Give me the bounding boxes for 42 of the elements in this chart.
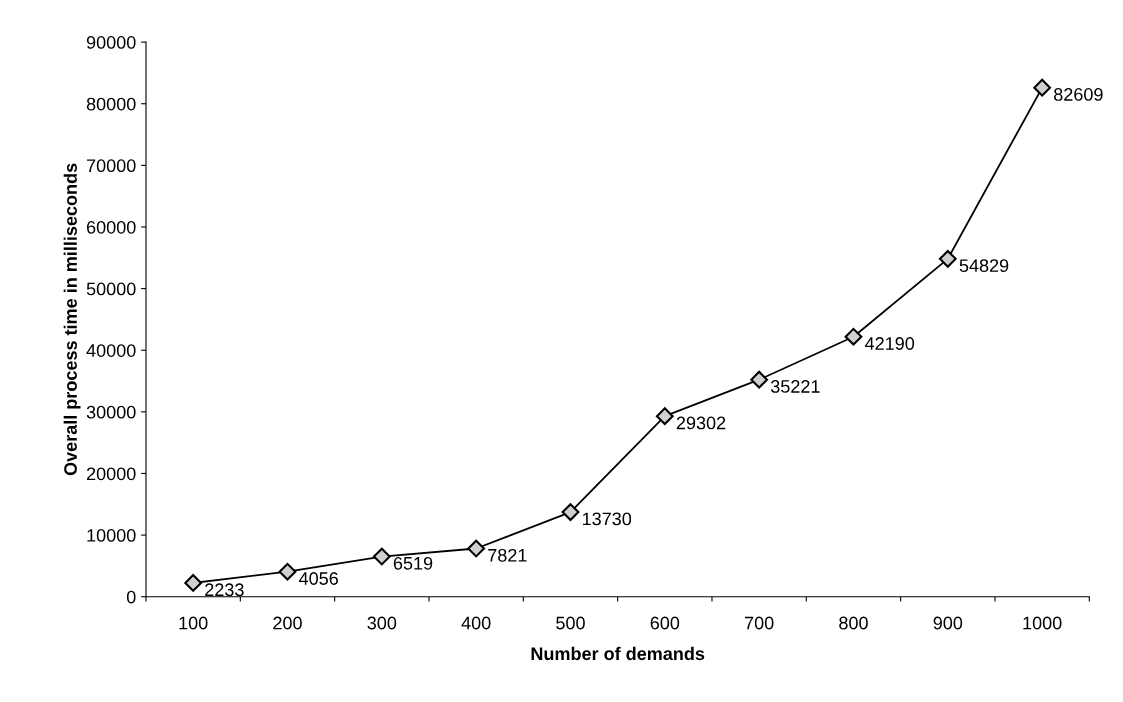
x-tick-label: 600	[650, 616, 680, 630]
data-label: 54829	[959, 259, 1009, 273]
x-axis-title: Number of demands	[531, 646, 705, 661]
y-tick-label: 20000	[86, 467, 136, 481]
y-tick-label: 60000	[86, 220, 136, 234]
point	[844, 327, 863, 346]
y-tick-label: 40000	[86, 344, 136, 357]
x-tick-label: 400	[461, 616, 491, 630]
y-tick-label: 50000	[86, 282, 136, 296]
x-tick-label: 900	[933, 616, 963, 630]
x-tick-label: 1000	[1023, 616, 1062, 630]
y-tick-label: 70000	[86, 159, 136, 173]
x-tick-label: 300	[367, 616, 397, 630]
y-axis-title: Overall process time in milliseconds	[63, 163, 81, 476]
point	[750, 370, 769, 389]
point	[938, 249, 957, 268]
x-tick-label: 100	[179, 616, 208, 630]
y-tick-label: 30000	[86, 405, 136, 419]
data-label: 7821	[488, 548, 527, 562]
x-tick-label: 700	[745, 616, 774, 630]
data-label: 82609	[1054, 88, 1103, 101]
y-tick-label: 80000	[86, 97, 136, 111]
point	[655, 407, 674, 426]
point	[467, 539, 486, 558]
data-label: 13730	[582, 512, 632, 526]
point	[372, 547, 391, 566]
x-tick-label: 200	[273, 616, 302, 630]
y-tick-label: 0	[126, 590, 136, 604]
data-label: 2233	[205, 583, 244, 597]
y-tick-label: 90000	[86, 36, 136, 49]
point	[561, 503, 580, 521]
data-label: 29302	[676, 416, 726, 430]
x-tick-label: 500	[556, 616, 585, 630]
y-tick-label: 10000	[87, 529, 136, 542]
data-label: 4056	[299, 572, 338, 585]
data-label: 42190	[865, 337, 915, 350]
point	[278, 562, 297, 581]
data-label: 6519	[393, 556, 433, 570]
point	[1033, 78, 1052, 97]
data-label: 35221	[770, 380, 820, 393]
point	[184, 574, 203, 592]
x-tick-label: 800	[839, 616, 868, 630]
